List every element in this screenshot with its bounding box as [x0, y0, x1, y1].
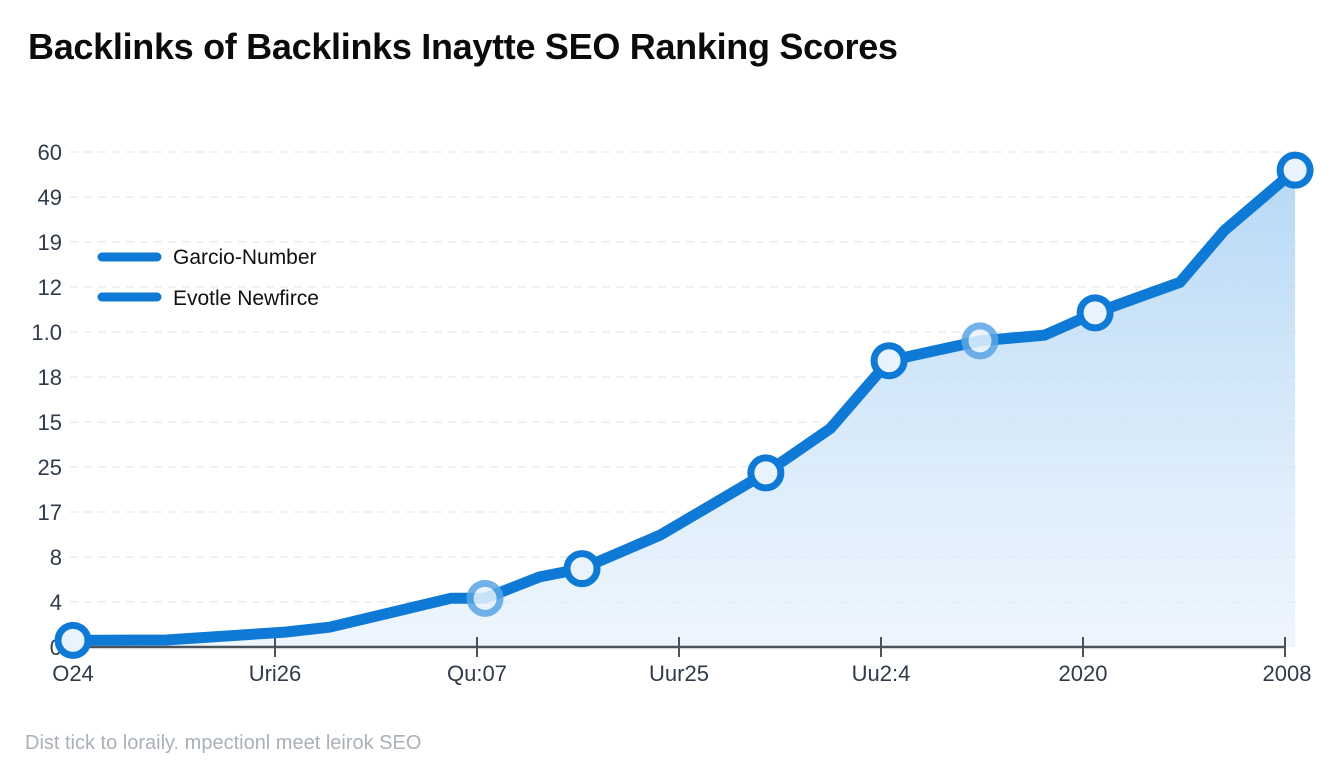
data-point — [563, 550, 601, 588]
data-point — [1076, 294, 1114, 332]
x-tick-label: O24 — [52, 661, 94, 686]
y-tick-label: 18 — [38, 365, 62, 390]
y-tick-label: 12 — [38, 275, 62, 300]
y-tick-label: 49 — [38, 185, 62, 210]
chart-footnote: Dist tick to loraily. mpectionl meet lei… — [25, 732, 422, 754]
area-fill — [73, 170, 1296, 647]
y-tick-label: 60 — [38, 140, 62, 165]
x-tick-label: 2020 — [1059, 661, 1108, 686]
legend-label: Evotle Newfirce — [173, 287, 319, 310]
legend-label: Garcio-Number — [173, 246, 317, 269]
y-tick-label: 17 — [38, 500, 62, 525]
data-point — [54, 621, 92, 659]
x-tick-label: 2008 — [1263, 661, 1312, 686]
y-tick-label: 25 — [38, 455, 62, 480]
x-tick-label: Uu2:4 — [852, 661, 911, 686]
data-point — [466, 579, 504, 617]
data-point — [870, 342, 908, 380]
x-tick-label: Qu:07 — [447, 661, 507, 686]
data-point — [1276, 151, 1314, 189]
y-tick-label: 15 — [38, 410, 62, 435]
x-tick-label: Uri26 — [249, 661, 302, 686]
y-tick-label: 4 — [50, 590, 62, 615]
data-point — [961, 322, 999, 360]
y-tick-label: 19 — [38, 230, 62, 255]
data-point — [747, 454, 785, 492]
y-tick-label: 8 — [50, 545, 62, 570]
y-tick-label: 1.0 — [31, 320, 62, 345]
chart-title: Backlinks of Backlinks Inaytte SEO Ranki… — [28, 26, 898, 67]
x-tick-label: Uur25 — [649, 661, 709, 686]
legend: Garcio-Number Evotle Newfirce — [97, 246, 319, 310]
